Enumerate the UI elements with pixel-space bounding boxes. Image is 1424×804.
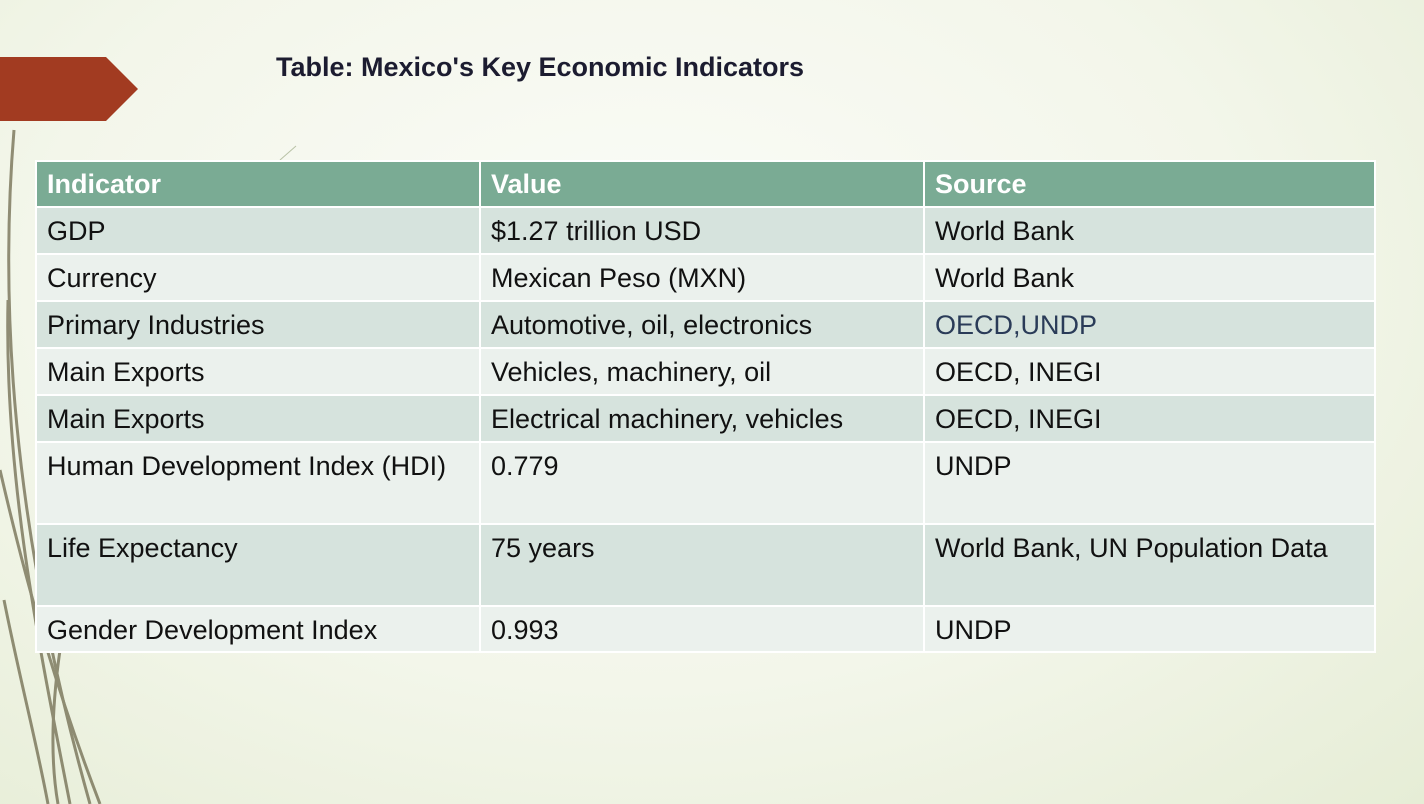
table-row: Primary Industries Automotive, oil, elect… — [35, 300, 1376, 349]
table-cell: $1.27 trillion USD — [479, 206, 925, 255]
header-cell: Source — [923, 160, 1376, 208]
table-cell: UNDP — [923, 605, 1376, 653]
header-row: Indicator Value Source — [35, 160, 1376, 208]
table-cell: Life Expectancy — [35, 523, 481, 607]
table-cell: World Bank, UN Population Data — [923, 523, 1376, 607]
table-cell: World Bank — [923, 253, 1376, 302]
table-row: Main Exports Electrical machinery, vehicl… — [35, 394, 1376, 443]
table-cell: GDP — [35, 206, 481, 255]
table-cell: Currency — [35, 253, 481, 302]
table-cell: 0.779 — [479, 441, 925, 525]
indicator-table: Indicator Value Source GDP $1.27 trillion U… — [35, 160, 1376, 653]
table-cell: Electrical machinery, vehicles — [479, 394, 925, 443]
header-cell: Value — [479, 160, 925, 208]
table-row: Main Exports Vehicles, machinery, oil OECD… — [35, 347, 1376, 396]
table-cell: Human Development Index (HDI) — [35, 441, 481, 525]
header-cell: Indicator — [35, 160, 481, 208]
table-cell: UNDP — [923, 441, 1376, 525]
table-row: Human Development Index (HDI) 0.779 UNDP — [35, 441, 1376, 525]
table-cell: 0.993 — [479, 605, 925, 653]
table-cell: Primary Industries — [35, 300, 481, 349]
table-cell: Mexican Peso (MXN) — [479, 253, 925, 302]
table-row: Life Expectancy 75 years World Bank, UN Po… — [35, 523, 1376, 607]
table-cell: OECD,UNDP — [923, 300, 1376, 349]
table-cell: 75 years — [479, 523, 925, 607]
table-row: GDP $1.27 trillion USD World Bank — [35, 206, 1376, 255]
table-cell: Main Exports — [35, 394, 481, 443]
grass-tip — [279, 145, 297, 161]
table-body: GDP $1.27 trillion USD World Bank Currency M… — [35, 206, 1376, 653]
table-cell: Automotive, oil, electronics — [479, 300, 925, 349]
table-cell: OECD, INEGI — [923, 394, 1376, 443]
table-cell: Gender Development Index — [35, 605, 481, 653]
table-header: Indicator Value Source — [35, 160, 1376, 208]
table-cell: OECD, INEGI — [923, 347, 1376, 396]
table-cell: Vehicles, machinery, oil — [479, 347, 925, 396]
accent-arrow — [0, 57, 138, 121]
slide-title: Table: Mexico's Key Economic Indicators — [276, 52, 805, 82]
table-row: Gender Development Index 0.993 UNDP — [35, 605, 1376, 653]
table-cell: Main Exports — [35, 347, 481, 396]
table-row: Currency Mexican Peso (MXN) World Bank — [35, 253, 1376, 302]
table-cell: World Bank — [923, 206, 1376, 255]
